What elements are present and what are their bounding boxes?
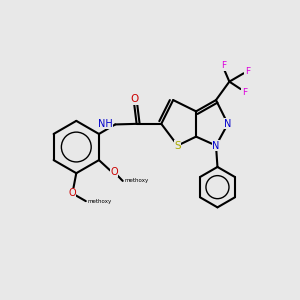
Text: NH: NH [98,119,112,129]
Text: methoxy: methoxy [124,178,148,183]
Text: N: N [212,140,220,151]
Text: F: F [244,67,250,76]
Text: O: O [110,167,118,177]
Text: F: F [221,61,226,70]
Text: methoxy: methoxy [87,199,112,204]
Text: O: O [68,188,76,198]
Text: F: F [242,88,247,97]
Text: S: S [174,140,181,151]
Text: N: N [224,119,232,129]
Text: O: O [130,94,138,104]
